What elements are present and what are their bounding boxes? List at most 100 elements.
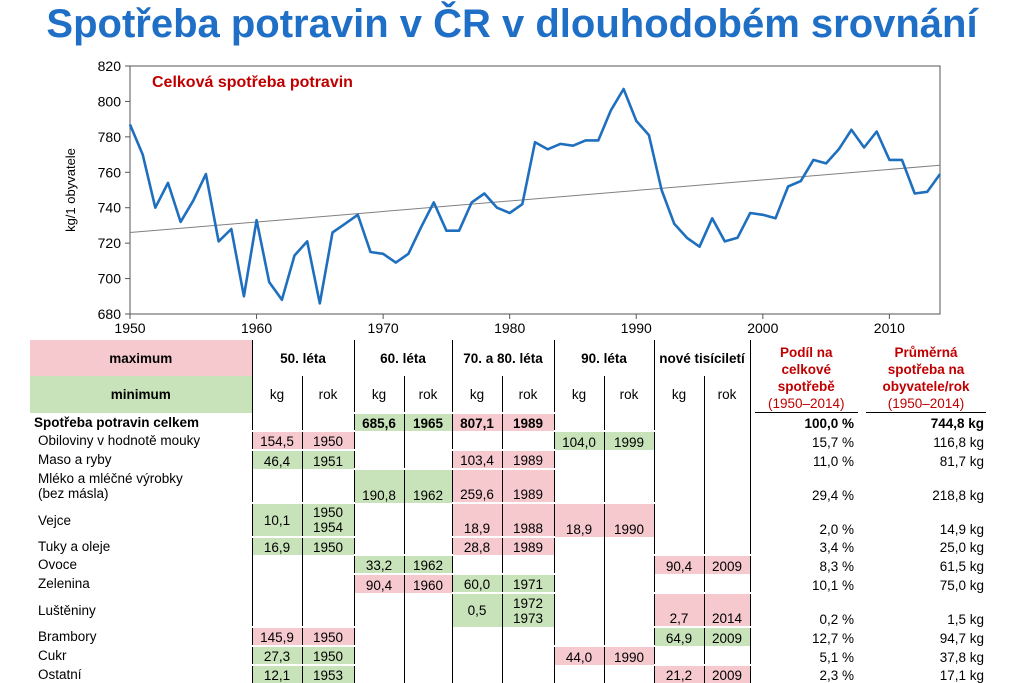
row-label: Spotřeba potravin celkem [34, 414, 200, 430]
cell-kg: 2,7 [653, 592, 704, 627]
cell-kg [653, 413, 704, 431]
cell-year: 1950 [301, 626, 354, 646]
cell-kg: 21,2 [653, 664, 704, 683]
table-row: Ovoce 33,2 1962 90,4 2009 8,3 % 61,5 kg [30, 554, 990, 574]
row-label: Brambory [38, 629, 97, 644]
cell-kg: 103,4 [451, 449, 502, 469]
cell-kg [353, 450, 404, 469]
cell-avg: 218,8 kg [932, 488, 984, 503]
y-tick-label: 720 [98, 235, 122, 251]
cell-kg [653, 537, 704, 555]
cell-kg [251, 593, 302, 627]
unit-kg: kg [553, 376, 604, 413]
cell-kg [353, 646, 404, 665]
cell-share: 29,4 % [749, 469, 862, 503]
cell-share: 15,7 % [749, 431, 862, 450]
cell-year [603, 665, 654, 683]
cell-year: 1990 [603, 645, 654, 665]
table-row: Cukr 27,3 1950 44,0 1990 5,1 % 37,8 kg [30, 645, 990, 665]
period-header: 60. léta [353, 340, 452, 376]
cell-year [403, 503, 452, 537]
cell-year [403, 431, 452, 450]
cell-kg [553, 469, 604, 503]
cell-kg [251, 574, 302, 593]
food-consumption-table: maximum 50. léta 60. léta 70. a 80. léta 90.… [30, 340, 990, 683]
cell-kg: 190,8 [353, 468, 404, 503]
cell-year: 1962 [403, 554, 452, 574]
cell-kg [553, 450, 604, 469]
cell-year: 1965 [403, 412, 452, 431]
cell-kg [353, 593, 404, 627]
cell-kg [251, 555, 302, 574]
cell-year: 1950 [301, 430, 354, 450]
page-title: Spotřeba potravin v ČR v dlouhodobém sro… [46, 2, 978, 46]
cell-kg [653, 574, 704, 593]
cell-kg [653, 646, 704, 665]
cell-year [501, 646, 554, 665]
cell-year: 2009 [703, 554, 750, 574]
cell-year [301, 413, 354, 431]
cell-year: 1989 [501, 536, 554, 555]
y-tick-label: 700 [98, 271, 122, 287]
cell-kg: 18,9 [553, 502, 604, 537]
table-row: Vejce 10,1 1950 1954 18,9 1988 18,9 1990 2,0 % 14… [30, 502, 990, 537]
row-label: Ostatní [38, 666, 82, 682]
unit-kg: kg [653, 376, 704, 413]
cell-year [603, 413, 654, 431]
cell-kg: 28,8 [451, 536, 502, 555]
row-label: Ovoce [38, 557, 78, 572]
consumption-series-line [128, 87, 942, 305]
cell-share: 12,7 % [749, 627, 862, 646]
legend-minimum: minimum [30, 376, 252, 413]
cell-kg [653, 450, 704, 469]
cell-kg: 259,6 [451, 468, 502, 503]
cell-year: 1990 [603, 502, 654, 537]
table-row: Spotřeba potravin celkem 685,6 1965 807,1 19… [30, 412, 990, 431]
period-header: 90. léta [553, 340, 654, 376]
cell-year: 1999 [603, 430, 654, 450]
cell-year: 1989 [501, 412, 554, 431]
cell-kg: 16,9 [251, 536, 302, 555]
cell-year: 1962 [403, 468, 452, 503]
table-row: Obiloviny v hodnotě mouky 154,5 1950 104,0 1… [30, 430, 990, 450]
table-row: Zelenina 90,4 1960 60,0 1971 10,1 % 75,0 kg [30, 573, 990, 593]
cell-year [603, 593, 654, 627]
cell-year [403, 646, 452, 665]
cell-avg: 94,7 kg [939, 631, 984, 646]
cell-avg: 744,8 kg [930, 416, 984, 431]
cell-kg [451, 646, 502, 665]
cell-kg: 64,9 [653, 626, 704, 646]
cell-kg: 27,3 [251, 645, 302, 665]
cell-share: 11,0 % [749, 450, 862, 469]
cell-kg [451, 431, 502, 450]
cell-year: 1953 [301, 664, 354, 683]
cell-year [301, 469, 354, 503]
unit-kg: kg [353, 376, 404, 413]
cell-kg: 46,4 [251, 449, 302, 469]
y-tick-label: 760 [98, 164, 122, 180]
cell-kg [353, 537, 404, 555]
row-label: Zelenina [38, 576, 90, 591]
unit-rok: rok [403, 376, 452, 413]
cell-share: 3,4 % [749, 537, 862, 555]
cell-year: 1950 [301, 536, 354, 555]
cell-kg [353, 627, 404, 646]
cell-avg: 61,5 kg [939, 559, 984, 574]
cell-kg: 145,9 [251, 626, 302, 646]
cell-avg: 75,0 kg [939, 578, 984, 593]
table-row: Luštěniny 0,5 1972 1973 2,7 2014 0,2 % 1,5 kg [30, 592, 990, 627]
trend-line [129, 164, 941, 234]
cell-share: 2,0 % [749, 503, 862, 537]
row-label: Obiloviny v hodnotě mouky [38, 433, 201, 448]
row-label: Luštěniny [38, 602, 96, 618]
cell-kg [553, 593, 604, 627]
avg-header: Průměrná spotřeba na obyvatele/rok (1950–… [862, 340, 990, 413]
cell-kg [553, 413, 604, 431]
cell-year [501, 665, 554, 683]
cell-year [403, 593, 452, 627]
cell-year: 1988 [501, 502, 554, 537]
cell-kg: 685,6 [353, 412, 404, 431]
table-row: Mléko a mléčné výrobky (bez másla) 190,8 19… [30, 468, 990, 503]
cell-avg: 17,1 kg [939, 668, 984, 683]
period-header: 70. a 80. léta [451, 340, 554, 376]
